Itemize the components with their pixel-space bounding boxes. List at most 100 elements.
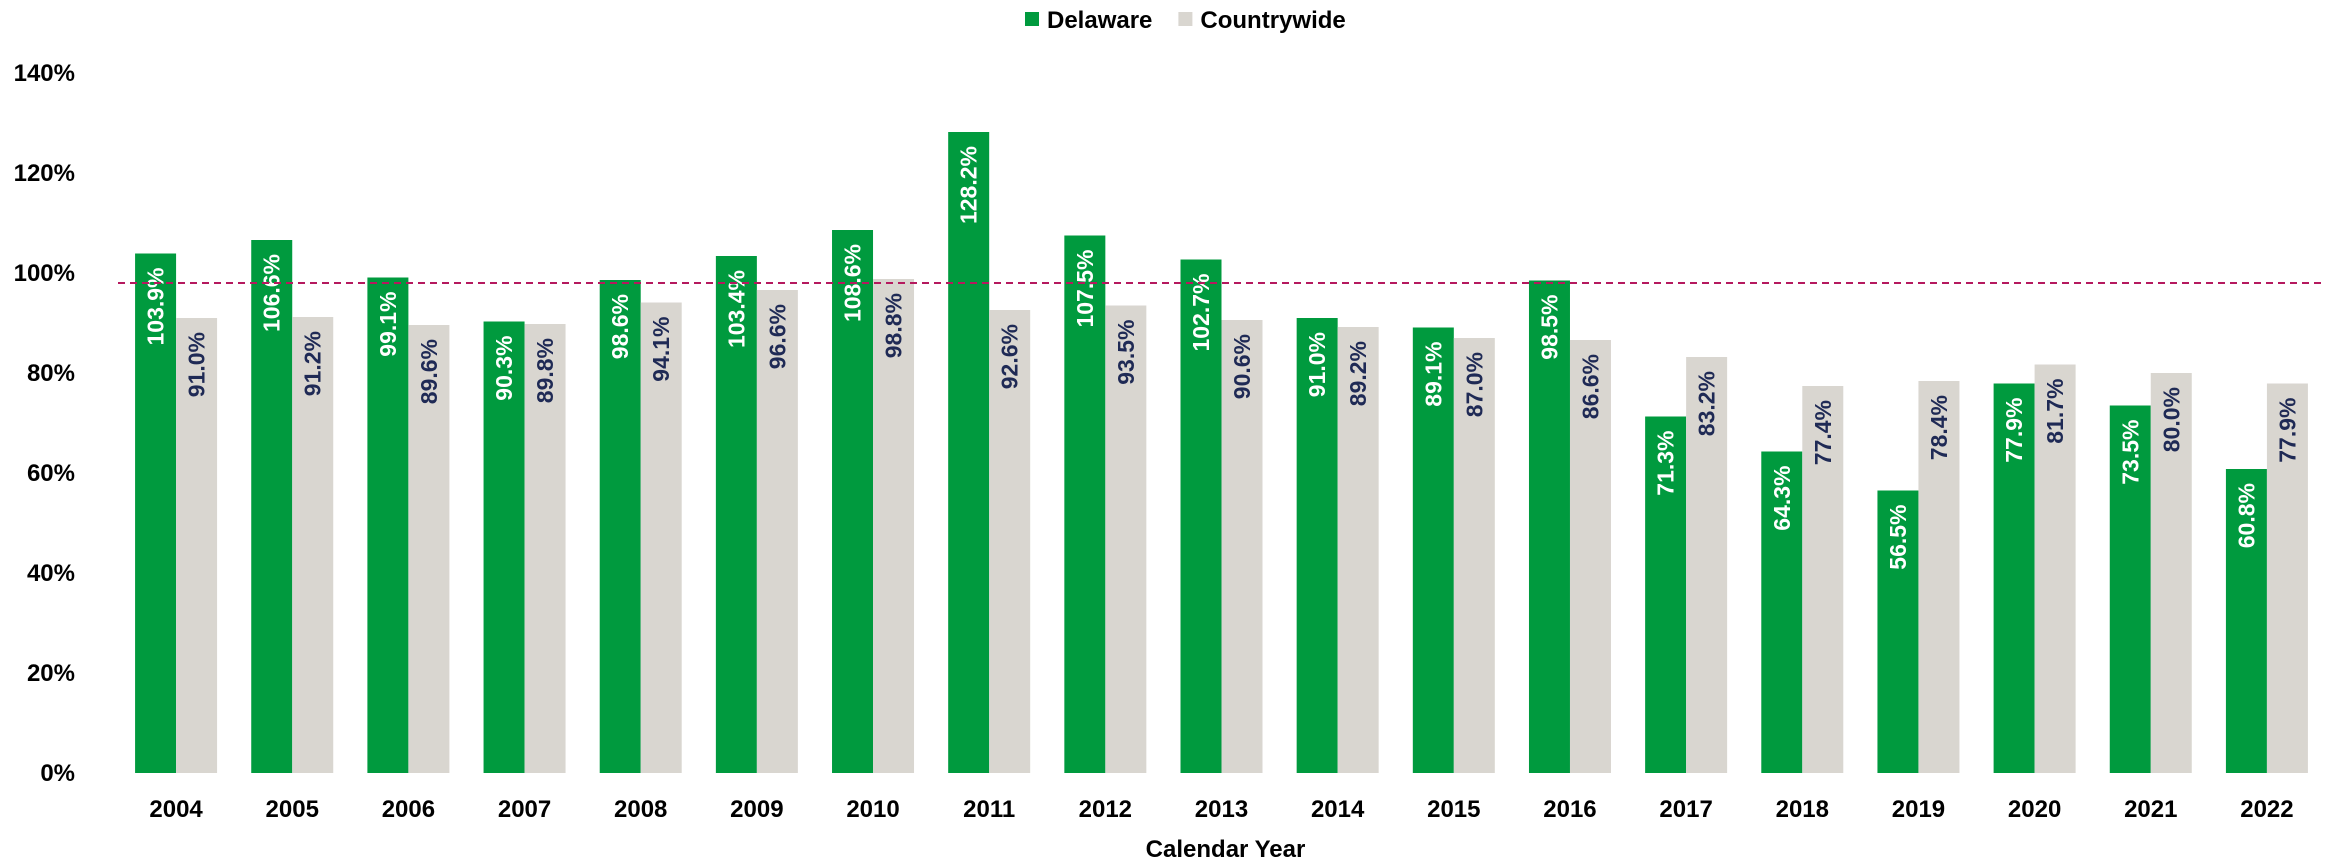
bar-label-delaware-2022: 60.8% xyxy=(2233,483,2259,548)
bar-label-countrywide-2020: 81.7% xyxy=(2042,379,2068,444)
legend-swatch-delaware xyxy=(1025,12,1039,26)
x-tick-label: 2022 xyxy=(2240,796,2293,823)
x-tick-label: 2005 xyxy=(266,796,319,823)
bar-delaware-2004 xyxy=(135,253,177,773)
x-tick-label: 2012 xyxy=(1079,796,1132,823)
x-tick-label: 2019 xyxy=(1892,796,1945,823)
bar-delaware-2009 xyxy=(715,256,757,773)
bar-label-countrywide-2005: 91.2% xyxy=(300,331,326,396)
x-tick-label: 2007 xyxy=(498,796,551,823)
y-tick-label: 40% xyxy=(27,560,75,587)
bar-countrywide-2012 xyxy=(1105,305,1147,773)
bar-label-countrywide-2008: 94.1% xyxy=(648,317,674,382)
y-tick-label: 140% xyxy=(14,60,75,87)
bar-delaware-2016 xyxy=(1528,280,1570,773)
x-axis: 2004 2005 2006 2007 2008 2009 2010 2011 2012 2013… xyxy=(149,796,2293,823)
bar-delaware-2022 xyxy=(2225,469,2267,773)
x-tick-label: 2006 xyxy=(382,796,435,823)
x-axis-title: Calendar Year xyxy=(1146,836,1306,861)
bar-label-countrywide-2010: 98.8% xyxy=(881,293,907,358)
bar-label-countrywide-2019: 78.4% xyxy=(1926,395,1952,460)
bar-delaware-2021 xyxy=(2109,405,2151,773)
bars xyxy=(135,132,2308,773)
bar-countrywide-2018 xyxy=(1802,386,1844,773)
bar-countrywide-2019 xyxy=(1918,381,1960,773)
bar-countrywide-2006 xyxy=(408,325,450,773)
bar-label-delaware-2016: 98.5% xyxy=(1536,295,1562,360)
bar-countrywide-2015 xyxy=(1453,338,1495,773)
bar-countrywide-2022 xyxy=(2266,383,2308,773)
x-tick-label: 2021 xyxy=(2124,796,2177,823)
bar-delaware-2005 xyxy=(251,240,293,773)
bar-countrywide-2017 xyxy=(1686,357,1728,773)
legend-swatch-countrywide xyxy=(1178,12,1193,26)
bar-countrywide-2014 xyxy=(1337,327,1379,773)
x-tick-label: 2009 xyxy=(730,796,783,823)
bar-label-countrywide-2011: 92.6% xyxy=(997,324,1023,389)
bar-label-delaware-2012: 107.5% xyxy=(1072,250,1098,328)
bar-label-delaware-2017: 71.3% xyxy=(1653,431,1679,496)
bar-label-countrywide-2004: 91.0% xyxy=(184,332,210,397)
legend-label-countrywide: Countrywide xyxy=(1200,7,1345,34)
bar-label-delaware-2007: 90.3% xyxy=(491,335,517,400)
bar-label-countrywide-2015: 87.0% xyxy=(1461,352,1487,417)
bar-delaware-2008 xyxy=(599,280,641,773)
bar-countrywide-2007 xyxy=(524,324,566,773)
bar-delaware-2006 xyxy=(367,277,409,773)
x-tick-label: 2004 xyxy=(149,796,203,823)
bar-label-delaware-2008: 98.6% xyxy=(607,294,633,359)
bar-delaware-2012 xyxy=(1064,235,1106,773)
bar-countrywide-2005 xyxy=(292,317,334,773)
bar-countrywide-2004 xyxy=(176,318,218,773)
y-tick-label: 80% xyxy=(27,360,75,387)
bar-label-delaware-2020: 77.9% xyxy=(2001,398,2027,463)
bar-label-countrywide-2012: 93.5% xyxy=(1113,320,1139,385)
bar-label-delaware-2018: 64.3% xyxy=(1769,466,1795,531)
bar-delaware-2010 xyxy=(832,230,874,773)
x-tick-label: 2008 xyxy=(614,796,667,823)
bar-label-delaware-2015: 89.1% xyxy=(1420,342,1446,407)
bar-label-countrywide-2014: 89.2% xyxy=(1345,341,1371,406)
bar-label-delaware-2006: 99.1% xyxy=(375,292,401,357)
bar-label-countrywide-2016: 86.6% xyxy=(1577,354,1603,419)
bar-label-delaware-2014: 91.0% xyxy=(1304,332,1330,397)
bar-countrywide-2009 xyxy=(756,290,798,773)
x-tick-label: 2016 xyxy=(1543,796,1596,823)
bar-label-delaware-2019: 56.5% xyxy=(1885,505,1911,570)
x-tick-label: 2020 xyxy=(2008,796,2061,823)
bar-label-delaware-2021: 73.5% xyxy=(2117,420,2143,485)
bar-delaware-2018 xyxy=(1761,451,1803,773)
bar-label-countrywide-2017: 83.2% xyxy=(1694,371,1720,436)
bar-countrywide-2013 xyxy=(1221,320,1263,773)
bar-delaware-2011 xyxy=(948,132,990,773)
x-tick-label: 2015 xyxy=(1427,796,1480,823)
x-tick-label: 2017 xyxy=(1659,796,1712,823)
bar-delaware-2020 xyxy=(1993,383,2035,773)
bar-label-countrywide-2006: 89.6% xyxy=(416,339,442,404)
bar-delaware-2019 xyxy=(1877,490,1919,773)
bar-countrywide-2010 xyxy=(873,279,915,773)
bar-delaware-2007 xyxy=(483,321,525,773)
bar-label-countrywide-2009: 96.6% xyxy=(764,304,790,369)
bar-label-delaware-2013: 102.7% xyxy=(1188,274,1214,352)
bar-label-countrywide-2013: 90.6% xyxy=(1229,334,1255,399)
bar-delaware-2017 xyxy=(1645,416,1687,773)
x-tick-label: 2014 xyxy=(1311,796,1365,823)
bar-countrywide-2011 xyxy=(989,310,1031,773)
bar-label-countrywide-2007: 89.8% xyxy=(532,338,558,403)
bar-delaware-2013 xyxy=(1180,259,1222,773)
bar-label-delaware-2009: 103.4% xyxy=(723,270,749,348)
bar-label-countrywide-2021: 80.0% xyxy=(2158,387,2184,452)
legend-label-delaware: Delaware xyxy=(1047,7,1152,34)
bar-countrywide-2020 xyxy=(2034,364,2076,773)
y-tick-label: 100% xyxy=(14,260,75,287)
bar-countrywide-2016 xyxy=(1569,340,1611,773)
bar-label-delaware-2005: 106.6% xyxy=(259,254,285,332)
y-tick-label: 0% xyxy=(40,760,75,787)
y-tick-label: 20% xyxy=(27,660,75,687)
x-tick-label: 2013 xyxy=(1195,796,1248,823)
x-tick-label: 2011 xyxy=(963,796,1015,823)
y-tick-label: 60% xyxy=(27,460,75,487)
